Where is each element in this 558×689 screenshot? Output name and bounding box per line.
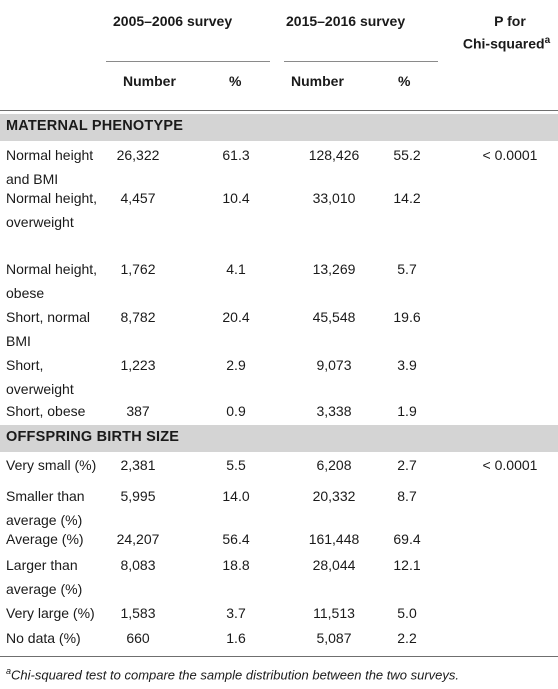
cell-pct-2015: 5.7 <box>397 261 417 277</box>
spanner-rule-2005 <box>106 61 270 62</box>
header-survey-2015: 2015–2016 survey <box>286 13 406 29</box>
cell-number-2015: 161,448 <box>308 531 360 547</box>
cell-number-2005: 1,583 <box>120 605 156 621</box>
row-label: Normal height, obese <box>6 261 98 301</box>
header-pct-2005: % <box>229 73 242 89</box>
header-p-line2: Chi-squareda <box>455 31 558 54</box>
header-survey-2005: 2005–2006 survey <box>113 13 233 29</box>
cell-pct-2005: 5.5 <box>226 457 246 473</box>
header-p-label: Chi-squared <box>462 35 545 52</box>
footnote: aChi-squared test to compare the sample … <box>6 666 459 682</box>
section-maternal-phenotype: MATERNAL PHENOTYPE <box>0 114 558 141</box>
cell-number-2005: 24,207 <box>116 531 160 547</box>
section-offspring-birth-size: OFFSPRING BIRTH SIZE <box>0 425 558 452</box>
cell-number-2015: 128,426 <box>308 147 360 163</box>
cell-pct-2005: 61.3 <box>222 147 250 163</box>
row-label: Normal height and BMI <box>6 147 94 187</box>
row-label: No data (%) <box>6 630 81 646</box>
cell-number-2015: 33,010 <box>312 190 356 206</box>
cell-pct-2005: 20.4 <box>222 309 250 325</box>
row-label: Very small (%) <box>6 457 97 473</box>
section-title: OFFSPRING BIRTH SIZE <box>6 429 180 445</box>
header-p-line1: P for <box>494 13 526 29</box>
row-label: Short, overweight <box>6 357 74 397</box>
cell-number-2005: 26,322 <box>116 147 160 163</box>
cell-number-2005: 660 <box>126 630 150 646</box>
row-label: Very large (%) <box>6 605 95 621</box>
cell-number-2005: 4,457 <box>120 190 156 206</box>
header-p-footnote-marker: a <box>544 35 551 46</box>
cell-pct-2015: 2.2 <box>397 630 417 646</box>
row-label: Smaller than average (%) <box>6 488 85 528</box>
cell-number-2015: 11,513 <box>313 605 355 621</box>
header-bottom-rule <box>0 110 558 111</box>
cell-pct-2005: 18.8 <box>222 557 250 573</box>
cell-pct-2005: 0.9 <box>226 403 246 419</box>
cell-number-2005: 387 <box>126 403 150 419</box>
cell-pct-2015: 55.2 <box>393 147 421 163</box>
cell-number-2015: 20,332 <box>312 488 356 504</box>
cell-pct-2015: 1.9 <box>397 403 417 419</box>
cell-number-2015: 6,208 <box>316 457 352 473</box>
cell-number-2015: 45,548 <box>312 309 356 325</box>
cell-pct-2005: 56.4 <box>222 531 250 547</box>
cell-number-2015: 3,338 <box>316 403 352 419</box>
table-bottom-rule <box>0 656 558 657</box>
row-label: Larger than average (%) <box>6 557 83 597</box>
cell-number-2015: 9,073 <box>316 357 352 373</box>
cell-pct-2015: 3.9 <box>397 357 417 373</box>
cell-number-2005: 8,083 <box>120 557 156 573</box>
row-label: Short, normal BMI <box>6 309 91 349</box>
row-label: Normal height, overweight <box>6 190 98 230</box>
cell-pct-2005: 2.9 <box>226 357 246 373</box>
footnote-text: Chi-squared test to compare the sample d… <box>11 667 460 683</box>
cell-number-2015: 5,087 <box>316 630 352 646</box>
cell-pct-2005: 10.4 <box>222 190 250 206</box>
footnote-marker: a <box>6 666 12 676</box>
header-pct-2015: % <box>398 73 411 89</box>
row-label: Average (%) <box>6 531 84 547</box>
cell-p-value: < 0.0001 <box>482 147 538 163</box>
cell-p-value: < 0.0001 <box>482 457 538 473</box>
cell-number-2005: 2,381 <box>120 457 156 473</box>
cell-pct-2015: 19.6 <box>393 309 421 325</box>
cell-pct-2005: 3.7 <box>226 605 246 621</box>
cell-number-2005: 1,223 <box>120 357 156 373</box>
section-title: MATERNAL PHENOTYPE <box>6 118 184 134</box>
header-number-2015: Number <box>291 73 344 89</box>
spanner-rule-2015 <box>284 61 438 62</box>
cell-number-2015: 28,044 <box>312 557 356 573</box>
header-number-2005: Number <box>123 73 176 89</box>
cell-pct-2015: 12.1 <box>393 557 421 573</box>
cell-number-2005: 5,995 <box>120 488 156 504</box>
cell-pct-2005: 4.1 <box>226 261 246 277</box>
cell-pct-2015: 69.4 <box>393 531 421 547</box>
cell-pct-2015: 8.7 <box>397 488 417 504</box>
cell-pct-2005: 1.6 <box>226 630 246 646</box>
cell-pct-2015: 14.2 <box>393 190 421 206</box>
cell-pct-2015: 2.7 <box>397 457 417 473</box>
row-label: Short, obese <box>6 403 86 419</box>
cell-number-2015: 13,269 <box>312 261 356 277</box>
cell-number-2005: 8,782 <box>120 309 156 325</box>
cell-number-2005: 1,762 <box>120 261 156 277</box>
cell-pct-2005: 14.0 <box>222 488 250 504</box>
cell-pct-2015: 5.0 <box>397 605 417 621</box>
